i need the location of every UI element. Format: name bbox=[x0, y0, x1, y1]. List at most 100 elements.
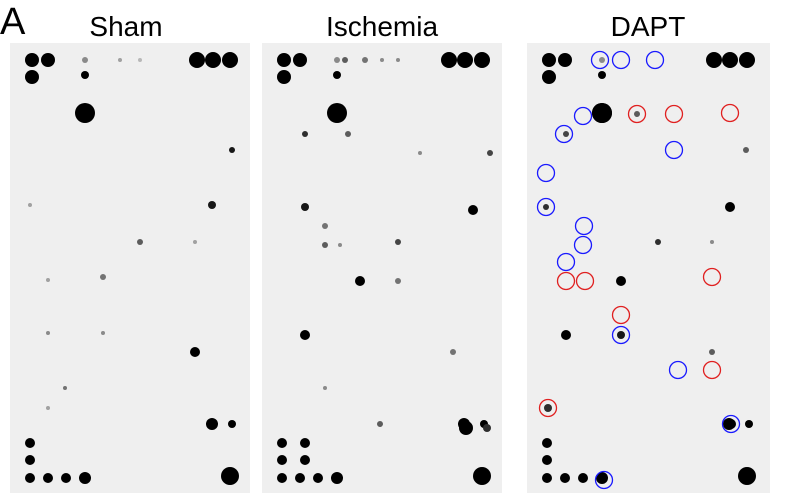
blot-dot bbox=[46, 278, 50, 282]
blot-dot bbox=[46, 331, 50, 335]
panel-title: Ischemia bbox=[326, 11, 438, 42]
blot-dot bbox=[377, 421, 383, 427]
highlight-ring bbox=[611, 50, 631, 70]
blot-dot bbox=[395, 278, 401, 284]
blot-panel bbox=[262, 43, 502, 493]
blot-dot bbox=[542, 70, 556, 84]
blot-dot bbox=[277, 455, 287, 465]
blot-dot bbox=[599, 57, 605, 63]
highlight-ring bbox=[575, 271, 595, 291]
blot-dot bbox=[331, 472, 343, 484]
blot-dot bbox=[208, 201, 216, 209]
blot-dot bbox=[100, 274, 106, 280]
highlight-ring bbox=[536, 163, 556, 183]
blot-dot bbox=[459, 421, 473, 435]
highlight-ring bbox=[574, 216, 594, 236]
blot-dot bbox=[655, 239, 661, 245]
blot-dot bbox=[222, 52, 238, 68]
blot-dot bbox=[616, 276, 626, 286]
blot-dot bbox=[544, 404, 552, 412]
blot-dot bbox=[137, 239, 143, 245]
highlight-ring bbox=[573, 235, 593, 255]
blot-dot bbox=[542, 53, 556, 67]
blot-dot bbox=[558, 53, 572, 67]
blot-dot bbox=[25, 70, 39, 84]
blot-dot bbox=[710, 240, 714, 244]
blot-dot bbox=[228, 420, 236, 428]
blot-dot bbox=[706, 52, 722, 68]
blot-dot bbox=[450, 349, 456, 355]
blot-dot bbox=[302, 131, 308, 137]
blot-dot bbox=[474, 52, 490, 68]
highlight-ring bbox=[611, 325, 631, 345]
blot-dot bbox=[457, 52, 473, 68]
blot-dot bbox=[138, 58, 142, 62]
blot-dot bbox=[483, 424, 491, 432]
highlight-ring bbox=[664, 140, 684, 160]
highlight-ring bbox=[573, 106, 593, 126]
panel-title: Sham bbox=[89, 11, 162, 42]
blot-dot bbox=[206, 418, 218, 430]
dots bbox=[25, 52, 756, 485]
blot-dot bbox=[598, 71, 606, 79]
blot-dot bbox=[739, 52, 755, 68]
blot-dot bbox=[722, 52, 738, 68]
blot-dot bbox=[61, 473, 71, 483]
blot-dot bbox=[41, 53, 55, 67]
blot-dot bbox=[725, 202, 735, 212]
blot-dot bbox=[327, 103, 347, 123]
blot-dot bbox=[738, 467, 756, 485]
blot-dot bbox=[542, 455, 552, 465]
blot-dot bbox=[333, 71, 341, 79]
blot-dot bbox=[396, 58, 400, 62]
blot-dot bbox=[301, 203, 309, 211]
blot-dot bbox=[596, 472, 608, 484]
blot-dot bbox=[300, 438, 310, 448]
highlight-ring bbox=[554, 124, 574, 144]
highlight-ring bbox=[556, 271, 576, 291]
highlight-ring bbox=[627, 104, 647, 124]
blot-dot bbox=[726, 419, 736, 429]
blot-dot bbox=[345, 131, 351, 137]
blot-dot bbox=[323, 386, 327, 390]
blot-dot bbox=[709, 349, 715, 355]
blot-dot bbox=[487, 150, 493, 156]
blot-dot bbox=[118, 58, 122, 62]
blot-dot bbox=[46, 406, 50, 410]
highlight-ring bbox=[702, 360, 722, 380]
blot-dot bbox=[355, 276, 365, 286]
panel-title: DAPT bbox=[611, 11, 686, 42]
highlight-ring bbox=[611, 305, 631, 325]
blot-dot bbox=[229, 147, 235, 153]
blot-dot bbox=[189, 52, 205, 68]
blot-dot bbox=[617, 331, 625, 339]
blot-panel bbox=[10, 43, 250, 493]
blot-dot bbox=[338, 243, 342, 247]
rings bbox=[536, 50, 741, 490]
panel-label: A bbox=[0, 1, 26, 43]
blot-dot bbox=[592, 103, 612, 123]
blot-dot bbox=[441, 52, 457, 68]
blot-dot bbox=[561, 330, 571, 340]
blot-dot bbox=[300, 330, 310, 340]
blot-dot bbox=[295, 473, 305, 483]
blot-dot bbox=[221, 467, 239, 485]
blot-dot bbox=[82, 57, 88, 63]
highlight-ring bbox=[720, 103, 740, 123]
blot-dot bbox=[28, 203, 32, 207]
blot-dot bbox=[63, 386, 67, 390]
blot-dot bbox=[542, 473, 552, 483]
blot-dot bbox=[468, 205, 478, 215]
blot-dot bbox=[277, 70, 291, 84]
blot-dot bbox=[395, 239, 401, 245]
blot-dot bbox=[322, 223, 328, 229]
blot-dot bbox=[578, 473, 588, 483]
blot-dot bbox=[418, 151, 422, 155]
blot-dot bbox=[362, 57, 368, 63]
blot-dot bbox=[380, 58, 384, 62]
blot-dot bbox=[25, 438, 35, 448]
blot-dot bbox=[79, 472, 91, 484]
blot-dot bbox=[190, 347, 200, 357]
